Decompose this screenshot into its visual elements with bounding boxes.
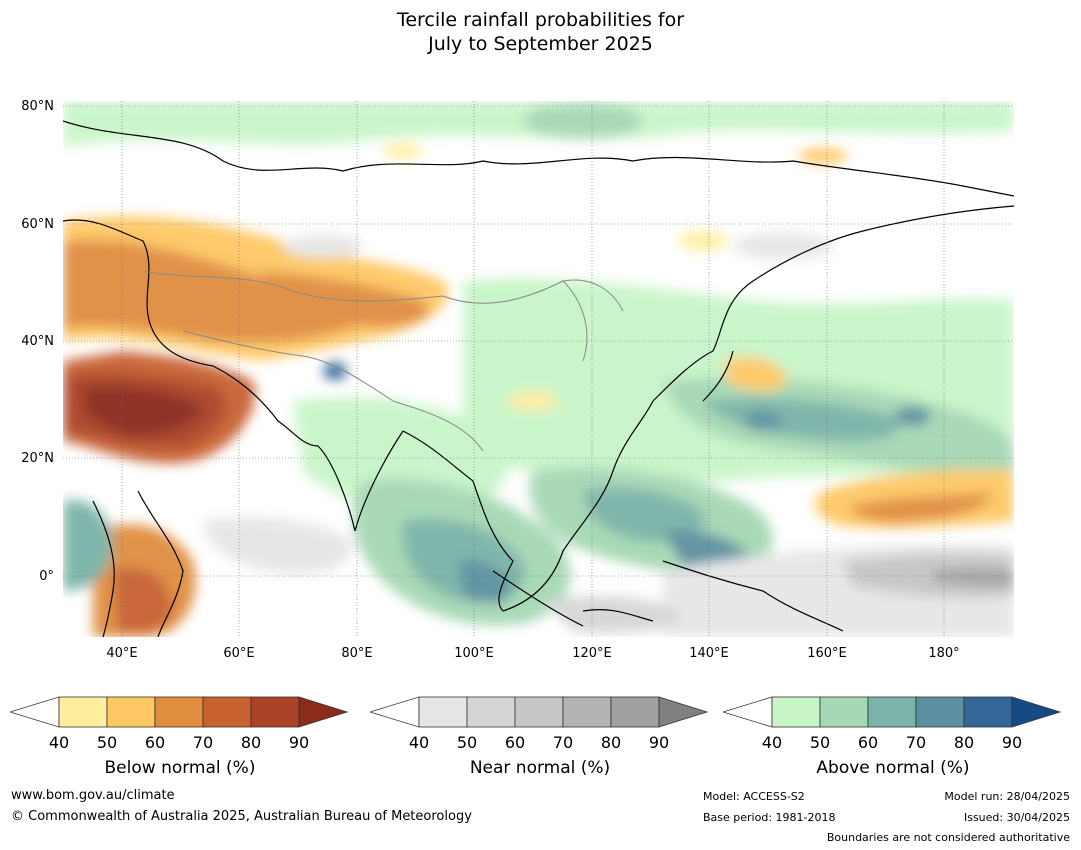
- colorbar-above-tick: 50: [809, 733, 831, 752]
- footer-base-period: Base period: 1981-2018: [703, 811, 836, 824]
- colorbar-below-over-triangle: [298, 696, 349, 728]
- graticule: [63, 101, 1014, 637]
- colorbar-above-swatch: [915, 696, 965, 728]
- colorbar-above-tick: 90: [1001, 733, 1023, 752]
- footer-disclaimer: Boundaries are not considered authoritat…: [826, 831, 1070, 844]
- colorbar-near-tick: 70: [552, 733, 574, 752]
- footer-model: Model: ACCESS-S2: [703, 790, 805, 803]
- footer-issued: Issued: 30/04/2025: [963, 811, 1070, 824]
- footer-website: www.bom.gov.au/climate: [11, 788, 175, 803]
- colorbar-below-tick: 90: [288, 733, 310, 752]
- colorbar-near-swatch: [466, 696, 516, 728]
- colorbar-above-tick: 80: [953, 733, 975, 752]
- lon-label-120e: 120°E: [572, 646, 612, 661]
- title-line-1: Tercile rainfall probabilities for: [396, 9, 685, 31]
- colorbar-near-tick: 90: [648, 733, 670, 752]
- colorbar-near-normal: [370, 696, 709, 728]
- colorbar-near-over-triangle: [658, 696, 709, 728]
- colorbar-below-swatch: [250, 696, 300, 728]
- rainfall-probability-map: [63, 101, 1014, 637]
- title-line-2: July to September 2025: [428, 33, 653, 55]
- colorbar-above-under-triangle: [723, 696, 773, 728]
- colorbar-above-title: Above normal (%): [816, 758, 970, 778]
- colorbar-above-tick: 40: [761, 733, 783, 752]
- colorbar-below-title: Below normal (%): [104, 758, 256, 778]
- lon-label-80e: 80°E: [341, 646, 373, 661]
- lon-label-180: 180°: [928, 646, 960, 661]
- lat-label-0: 0°: [39, 569, 54, 584]
- colorbar-above-swatch: [867, 696, 917, 728]
- colorbar-near-tick: 50: [456, 733, 478, 752]
- colorbar-near-swatch: [514, 696, 564, 728]
- colorbar-near-swatch: [418, 696, 468, 728]
- colorbar-below-swatch: [202, 696, 252, 728]
- chart-title: Tercile rainfall probabilities for July …: [0, 8, 1081, 56]
- colorbar-below-normal: [10, 696, 349, 728]
- colorbar-near-swatch: [562, 696, 612, 728]
- colorbar-below-tick: 60: [144, 733, 166, 752]
- country-borders: [142, 270, 624, 452]
- lon-label-100e: 100°E: [454, 646, 494, 661]
- lat-label-80n: 80°N: [21, 99, 54, 114]
- lon-label-40e: 40°E: [106, 646, 138, 661]
- colorbar-above-tick: 60: [857, 733, 879, 752]
- colorbar-above-over-triangle: [1011, 696, 1062, 728]
- colorbar-near-tick: 60: [504, 733, 526, 752]
- colorbar-above-swatch: [819, 696, 869, 728]
- lon-label-60e: 60°E: [223, 646, 255, 661]
- colorbar-below-tick: 50: [96, 733, 118, 752]
- colorbar-near-title: Near normal (%): [469, 758, 611, 778]
- colorbar-below-under-triangle: [10, 696, 60, 728]
- lon-label-160e: 160°E: [807, 646, 847, 661]
- colorbar-above-tick: 70: [905, 733, 927, 752]
- lat-label-60n: 60°N: [21, 217, 54, 232]
- probability-fields: [63, 101, 1014, 637]
- colorbar-above-swatch: [771, 696, 821, 728]
- lat-label-40n: 40°N: [21, 334, 54, 349]
- footer-copyright: © Commonwealth of Australia 2025, Austra…: [11, 809, 472, 824]
- lon-label-140e: 140°E: [689, 646, 729, 661]
- lat-label-20n: 20°N: [21, 451, 54, 466]
- footer-model-run: Model run: 28/04/2025: [944, 790, 1070, 803]
- colorbar-above-swatch: [963, 696, 1013, 728]
- coastlines: [63, 120, 1014, 637]
- colorbar-near-under-triangle: [370, 696, 420, 728]
- colorbar-below-swatch: [58, 696, 108, 728]
- colorbar-below-swatch: [154, 696, 204, 728]
- colorbar-near-tick: 40: [408, 733, 430, 752]
- colorbar-below-tick: 70: [192, 733, 214, 752]
- colorbar-below-tick: 80: [240, 733, 262, 752]
- colorbar-near-tick: 80: [600, 733, 622, 752]
- colorbar-near-swatch: [610, 696, 660, 728]
- colorbar-above-normal: [723, 696, 1062, 728]
- colorbar-below-tick: 40: [48, 733, 70, 752]
- colorbar-below-swatch: [106, 696, 156, 728]
